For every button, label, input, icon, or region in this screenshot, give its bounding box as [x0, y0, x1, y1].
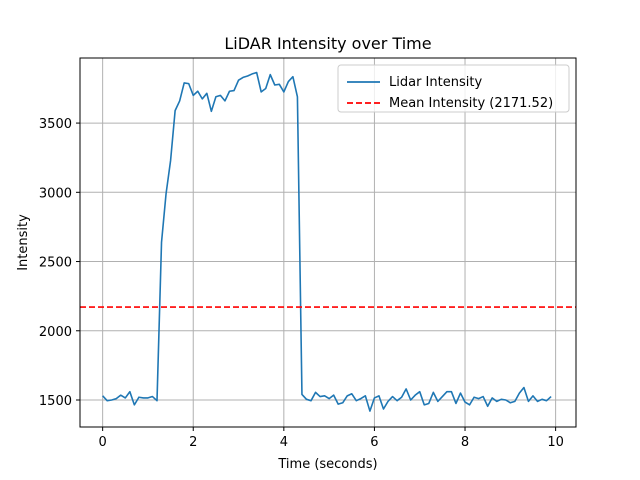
x-tick-label: 8: [461, 435, 469, 450]
y-tick-label: 3000: [39, 186, 72, 201]
y-tick-label: 2000: [39, 325, 72, 340]
y-tick-label: 1500: [39, 394, 72, 409]
lidar-intensity-line: [102, 71, 552, 412]
x-axis-label: Time (seconds): [277, 457, 377, 472]
plot-frame: [79, 57, 577, 428]
y-tick-label: 2500: [39, 256, 72, 271]
x-tick-label: 10: [547, 435, 564, 450]
x-tick-label: 4: [280, 435, 288, 450]
legend-label-mean-intensity: Mean Intensity (2171.52): [389, 96, 553, 111]
series-layer: [80, 71, 576, 412]
chart-title: LiDAR Intensity over Time: [224, 34, 431, 53]
x-tick-label: 6: [370, 435, 378, 450]
legend-box: [337, 64, 570, 113]
x-tick-label: 2: [189, 435, 197, 450]
legend: Lidar Intensity Mean Intensity (2171.52): [337, 64, 570, 113]
legend-label-lidar-intensity: Lidar Intensity: [389, 75, 482, 90]
y-axis-label: Intensity: [16, 214, 31, 271]
y-tick-label: 3500: [39, 117, 72, 132]
tick-layer: 0 2 4 6 8 10 1500 2000 2500 3000 3500: [39, 117, 564, 450]
grid-layer: [80, 58, 576, 427]
x-tick-label: 0: [99, 435, 107, 450]
